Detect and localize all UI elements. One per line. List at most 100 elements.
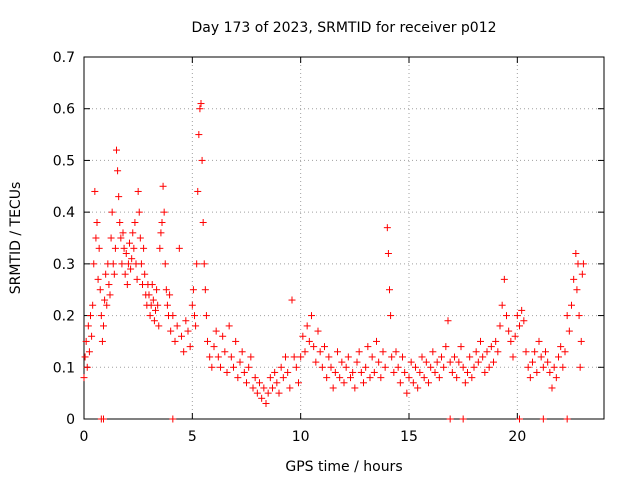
data-point — [485, 363, 493, 371]
y-tick-label: 0 — [66, 412, 75, 428]
data-point — [507, 337, 515, 345]
data-point — [466, 353, 474, 361]
y-tick-label: 0.1 — [53, 360, 75, 376]
data-point — [446, 415, 454, 423]
data-point — [420, 374, 428, 382]
data-point — [331, 368, 339, 376]
data-point — [98, 337, 106, 345]
data-point — [225, 322, 233, 330]
data-point — [344, 353, 352, 361]
data-point — [373, 337, 380, 345]
data-point — [526, 374, 534, 382]
data-point — [192, 322, 200, 330]
data-point — [128, 255, 136, 263]
data-point — [238, 348, 246, 356]
data-point — [186, 343, 194, 351]
data-point — [236, 358, 244, 366]
data-point — [377, 374, 385, 382]
data-point — [327, 363, 335, 371]
data-point — [204, 337, 211, 345]
data-point — [103, 301, 111, 309]
data-point — [96, 286, 104, 294]
data-point — [529, 358, 536, 366]
x-tick-label: 20 — [508, 429, 526, 445]
data-point — [194, 187, 202, 195]
data-point — [180, 348, 188, 356]
data-point — [113, 146, 120, 154]
data-point — [221, 348, 229, 356]
data-point — [461, 379, 469, 387]
data-point — [303, 322, 311, 330]
x-tick-label: 10 — [292, 429, 310, 445]
plot-frame — [83, 56, 605, 420]
data-point — [182, 317, 190, 325]
data-point — [479, 353, 487, 361]
data-point — [570, 275, 578, 283]
data-point — [262, 399, 270, 407]
data-point — [121, 270, 129, 278]
data-point — [572, 250, 580, 258]
data-point — [505, 327, 513, 335]
data-point — [245, 363, 253, 371]
data-point — [312, 358, 320, 366]
data-point — [292, 363, 300, 371]
axis-ticks: 0 5 10 15 20 0 0.1 0.2 0.3 0.4 0.5 0.6 0.7 — [53, 50, 604, 445]
data-point — [175, 244, 183, 252]
data-point — [314, 327, 322, 335]
data-point — [157, 229, 165, 237]
data-point — [234, 374, 242, 382]
data-point — [136, 234, 144, 242]
data-point — [184, 327, 192, 335]
data-point — [260, 384, 268, 392]
data-point — [457, 343, 465, 351]
data-point — [435, 374, 443, 382]
data-point — [444, 317, 452, 325]
data-point — [253, 389, 261, 397]
data-point — [533, 368, 541, 376]
data-point — [522, 348, 530, 356]
data-point — [122, 250, 130, 258]
data-point — [355, 348, 363, 356]
data-point — [247, 353, 255, 361]
data-point — [388, 353, 396, 361]
data-point — [275, 389, 283, 397]
data-point — [323, 374, 331, 382]
data-point — [152, 306, 159, 314]
data-point — [552, 374, 560, 382]
data-point — [407, 358, 415, 366]
data-point — [498, 301, 506, 309]
data-point — [279, 374, 287, 382]
data-point — [167, 327, 175, 335]
data-point — [416, 368, 424, 376]
data-point — [201, 286, 209, 294]
x-tick-label: 5 — [188, 429, 197, 445]
data-point — [379, 348, 387, 356]
data-point — [353, 358, 361, 366]
data-point — [251, 374, 259, 382]
data-point — [169, 415, 177, 423]
data-point — [92, 234, 100, 242]
data-point — [93, 218, 101, 226]
data-point — [277, 363, 285, 371]
data-point — [140, 244, 148, 252]
data-point — [173, 322, 181, 330]
data-point — [131, 218, 139, 226]
data-point — [321, 343, 328, 351]
data-point — [117, 234, 125, 242]
data-point — [414, 384, 422, 392]
data-point — [459, 415, 467, 423]
data-point — [197, 100, 205, 108]
data-point — [557, 343, 565, 351]
x-axis-label: GPS time / hours — [285, 459, 402, 475]
data-point — [550, 363, 558, 371]
data-point — [171, 337, 179, 345]
data-point — [464, 368, 471, 376]
data-point — [516, 415, 523, 423]
data-point — [109, 260, 117, 268]
data-point — [539, 363, 547, 371]
data-point — [149, 296, 157, 304]
chart-title: Day 173 of 2023, SRMTID for receiver p01… — [191, 20, 496, 36]
data-point — [82, 337, 90, 345]
